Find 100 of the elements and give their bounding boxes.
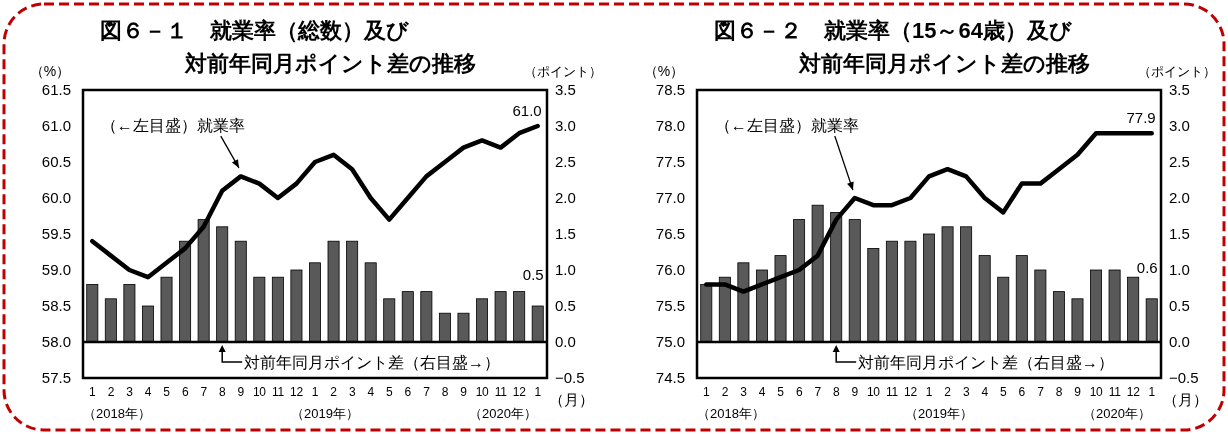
y-tick-label: 59.0 — [41, 261, 71, 278]
y-tick-label: 76.0 — [655, 261, 685, 278]
x-tick-label: 12 — [904, 385, 918, 399]
y2-tick-label: 2.5 — [1169, 153, 1190, 170]
x-tick-label: 10 — [1089, 385, 1104, 399]
y2-tick-label: 0.0 — [555, 333, 576, 350]
x-tick-label: 7 — [200, 385, 208, 399]
y-tick-label: 77.0 — [655, 189, 685, 206]
y2-tick-label: 3.5 — [1169, 81, 1190, 98]
x-tick-label: 1 — [534, 385, 542, 399]
x-tick-label: 5 — [1000, 385, 1008, 399]
text: （2020年） — [1083, 406, 1151, 421]
x-tick-label: 8 — [441, 385, 449, 399]
x-axis-title: （月） — [549, 391, 594, 408]
text: （2018年） — [697, 406, 765, 421]
x-tick-label: 1 — [1148, 385, 1156, 399]
y-tick-label: 60.0 — [41, 189, 71, 206]
y-tick-label: 58.0 — [41, 333, 71, 350]
x-tick-label: 9 — [237, 385, 245, 399]
y-tick-label: 61.5 — [41, 81, 71, 98]
annotation: 対前年同月ポイント差（右目盛→） — [244, 354, 501, 371]
data-label: 61.0 — [512, 102, 542, 119]
y-axis-title: （%） — [29, 63, 71, 79]
y-tick-label: 61.0 — [41, 117, 71, 134]
x-tick-label: 5 — [163, 385, 171, 399]
data-label: 0.6 — [1136, 258, 1158, 276]
x-tick-label: 12 — [290, 385, 304, 399]
x-tick-label: 6 — [181, 385, 189, 399]
x-tick-label: 4 — [758, 385, 766, 399]
y2-tick-label: 1.5 — [1169, 225, 1190, 242]
y2-tick-label: 1.0 — [1169, 261, 1190, 278]
chart-subtitle: 対前年同月ポイント差の推移 — [797, 51, 1090, 76]
chart-title: 図６－１ 就業率（総数）及び — [100, 18, 409, 43]
x-tick-label: 8 — [833, 385, 841, 399]
x-tick-label: 11 — [1108, 385, 1122, 399]
x-tick-label: 9 — [460, 385, 468, 399]
chart-title: 図６－２ 就業率（15～64歳）及び — [714, 18, 1072, 43]
y-tick-label: 75.5 — [655, 297, 685, 314]
x-tick-label: 10 — [866, 385, 881, 399]
x-tick-label: 6 — [795, 385, 803, 399]
x-tick-label: 2 — [330, 385, 338, 399]
y-tick-label: 76.5 — [655, 225, 685, 242]
y2-tick-label: 0.5 — [1169, 297, 1190, 314]
y-axis-title: （%） — [643, 63, 685, 79]
y2-tick-label: 0.5 — [555, 297, 576, 314]
x-tick-label: 3 — [740, 385, 748, 399]
y-tick-label: 75.0 — [655, 333, 685, 350]
y-tick-label: 59.5 — [41, 225, 71, 242]
y-tick-label: 74.5 — [655, 369, 685, 386]
x-tick-label: 11 — [271, 385, 285, 399]
text: （2019年） — [291, 406, 359, 421]
annotation: 対前年同月ポイント差（右目盛→） — [858, 354, 1115, 371]
y-tick-label: 78.5 — [655, 81, 685, 98]
x-tick-label: 2 — [944, 385, 952, 399]
data-label: 0.5 — [522, 266, 544, 283]
x-tick-label: 7 — [814, 385, 822, 399]
y2-tick-label: 2.5 — [555, 153, 576, 170]
y2-tick-label: −0.5 — [1169, 369, 1199, 386]
x-tick-label: 3 — [348, 385, 356, 399]
annotation: （←左目盛）就業率 — [714, 116, 859, 134]
y2-tick-label: −0.5 — [555, 369, 585, 386]
x-tick-label: 9 — [851, 385, 859, 399]
x-tick-label: 11 — [494, 385, 508, 399]
x-tick-label: 1 — [89, 385, 97, 399]
x-tick-label: 8 — [1055, 385, 1063, 399]
x-tick-label: 7 — [1037, 385, 1045, 399]
y2-tick-label: 1.0 — [555, 261, 576, 278]
x-tick-label: 4 — [981, 385, 989, 399]
y2-tick-label: 2.0 — [1169, 189, 1190, 206]
x-tick-label: 1 — [311, 385, 319, 399]
x-tick-label: 12 — [1126, 385, 1141, 399]
x-tick-label: 4 — [367, 385, 375, 399]
text: （2019年） — [905, 406, 973, 421]
y2-tick-label: 3.5 — [555, 81, 576, 98]
y2-tick-label: 0.0 — [1169, 333, 1190, 350]
y-tick-label: 60.5 — [41, 153, 71, 170]
x-tick-label: 12 — [512, 385, 527, 399]
x-tick-label: 1 — [703, 385, 711, 399]
x-tick-label: 5 — [386, 385, 394, 399]
y2-axis-title: （ポイント） — [1138, 64, 1216, 79]
text: （2020年） — [469, 406, 537, 421]
x-tick-label: 3 — [962, 385, 970, 399]
y2-tick-label: 2.0 — [555, 189, 576, 206]
x-tick-label: 6 — [404, 385, 412, 399]
x-tick-label: 10 — [252, 385, 267, 399]
x-tick-label: 1 — [925, 385, 933, 399]
y2-tick-label: 3.0 — [1169, 117, 1190, 134]
chart-subtitle: 対前年同月ポイント差の推移 — [183, 51, 476, 76]
x-tick-label: 2 — [107, 385, 115, 399]
x-tick-label: 3 — [126, 385, 134, 399]
x-tick-label: 10 — [475, 385, 490, 399]
y2-tick-label: 1.5 — [555, 225, 576, 242]
y-tick-label: 78.0 — [655, 117, 685, 134]
x-tick-label: 7 — [423, 385, 431, 399]
x-tick-label: 11 — [885, 385, 899, 399]
annotation: （←左目盛）就業率 — [100, 116, 245, 134]
x-axis-title: （月） — [1163, 391, 1208, 408]
x-tick-label: 8 — [219, 385, 227, 399]
y-tick-label: 58.5 — [41, 297, 71, 314]
x-tick-label: 2 — [721, 385, 729, 399]
